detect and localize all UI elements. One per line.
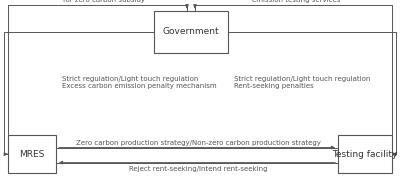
Text: Reject rent-seeking/Intend rent-seeking: Reject rent-seeking/Intend rent-seeking [129, 166, 267, 172]
FancyBboxPatch shape [154, 11, 228, 53]
Text: Government: Government [163, 27, 219, 36]
Text: Zero carbon production strategy/Non-zero carbon production strategy: Zero carbon production strategy/Non-zero… [76, 140, 320, 146]
Text: MRES: MRES [19, 150, 45, 159]
Text: Strict regulation/Light touch regulation
Excess carbon emission penalty mechanis: Strict regulation/Light touch regulation… [62, 76, 217, 89]
Text: Provide third party carbon
emission testing services: Provide third party carbon emission test… [250, 0, 342, 3]
FancyBboxPatch shape [8, 135, 56, 173]
FancyBboxPatch shape [338, 135, 392, 173]
Text: Testing facility: Testing facility [332, 150, 398, 159]
Text: Strict regulation/Light touch regulation
Rent-seeking penalties: Strict regulation/Light touch regulation… [234, 76, 370, 89]
Text: Provide test report to apply
for zero carbon subsidy: Provide test report to apply for zero ca… [56, 0, 152, 3]
